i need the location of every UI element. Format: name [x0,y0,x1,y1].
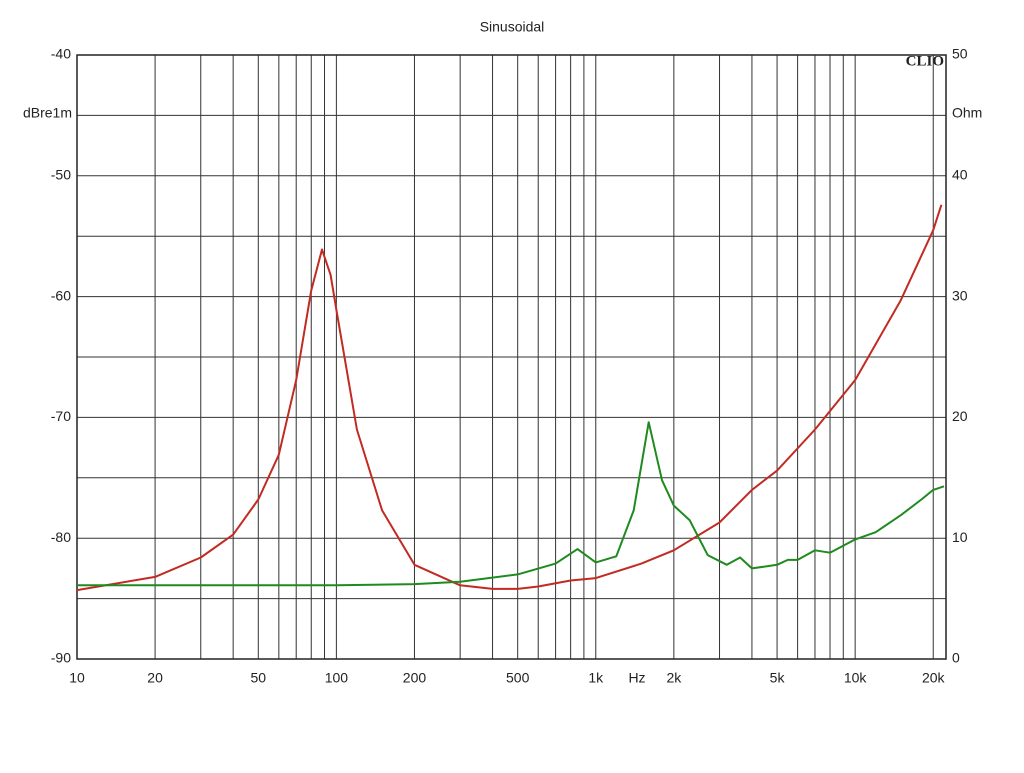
y-axis-label: dBre1m [23,105,72,121]
y2-tick-label: 30 [952,287,968,303]
y-tick-label: -80 [51,529,71,545]
y-tick-label: -60 [51,287,71,303]
x-tick-label: 2k [666,670,682,686]
y-tick-label: -70 [51,408,71,424]
x-tick-label: 100 [325,670,349,686]
x-tick-label: 10k [844,670,868,686]
x-tick-label: 5k [770,670,786,686]
y-tick-label: -40 [51,46,71,62]
y2-tick-label: 50 [952,46,968,62]
x-tick-label: 1k [588,670,604,686]
y2-tick-label: 10 [952,529,968,545]
chart-title: Sinusoidal [480,19,545,35]
y2-tick-label: 0 [952,650,960,666]
x-tick-label: 50 [251,670,267,686]
y2-tick-label: 40 [952,167,968,183]
y-tick-label: -50 [51,167,71,183]
plot-frame [76,54,947,660]
y2-axis-label: Ohm [952,105,982,121]
x-tick-label: 20 [147,670,163,686]
x-tick-label: 500 [506,670,530,686]
y2-tick-label: 20 [952,408,968,424]
x-tick-label: 200 [403,670,427,686]
y-tick-label: -90 [51,650,71,666]
x-tick-label: 10 [69,670,85,686]
series-line [77,421,945,587]
brand: CLIO [906,53,944,69]
series-line [76,204,943,592]
x-tick-label: 20k [922,670,946,686]
x-axis-label: Hz [628,670,645,686]
